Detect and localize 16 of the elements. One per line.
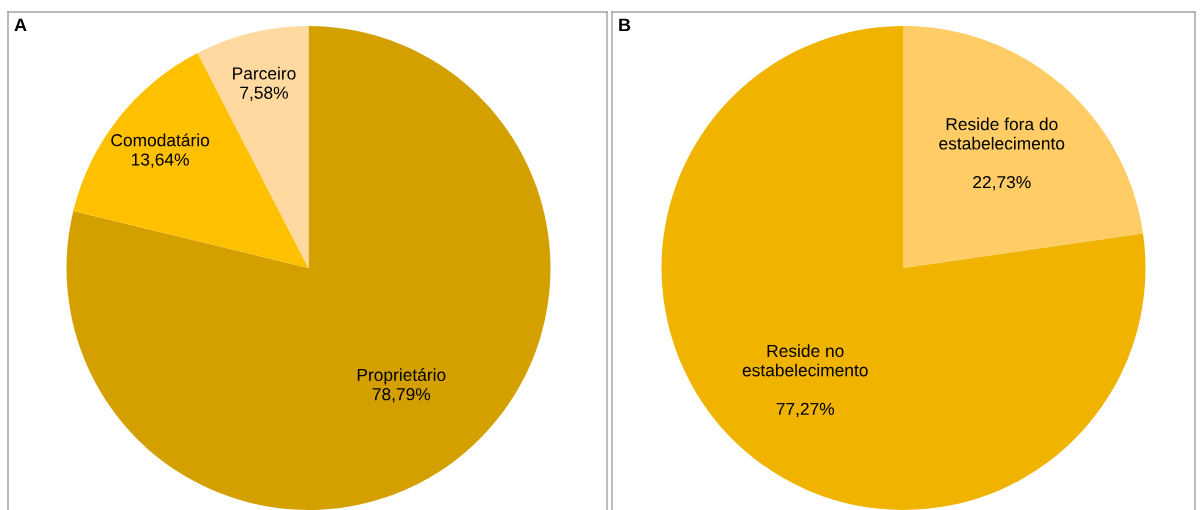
slice-label: Comodatário [111, 133, 210, 147]
pie-slice [73, 52, 309, 268]
slice-label: Parceiro [233, 66, 296, 80]
slice-label: Reside fora do estabelecimento [939, 117, 1065, 150]
data-label: 77,27% [776, 402, 835, 418]
data-label: 22,73% [973, 175, 1031, 191]
pie-slice [66, 26, 551, 510]
chart-title: A [14, 18, 27, 32]
slice-label: Reside no estabelecimento [742, 344, 868, 377]
pie-slice [661, 26, 1146, 510]
pie-slice [903, 26, 1144, 268]
data-label: 7,58% [240, 86, 288, 101]
chart-title: B [619, 18, 631, 32]
data-label: 78,79% [372, 388, 431, 403]
data-label: 13,64% [131, 153, 189, 168]
slice-label: Proprietário [357, 368, 446, 385]
